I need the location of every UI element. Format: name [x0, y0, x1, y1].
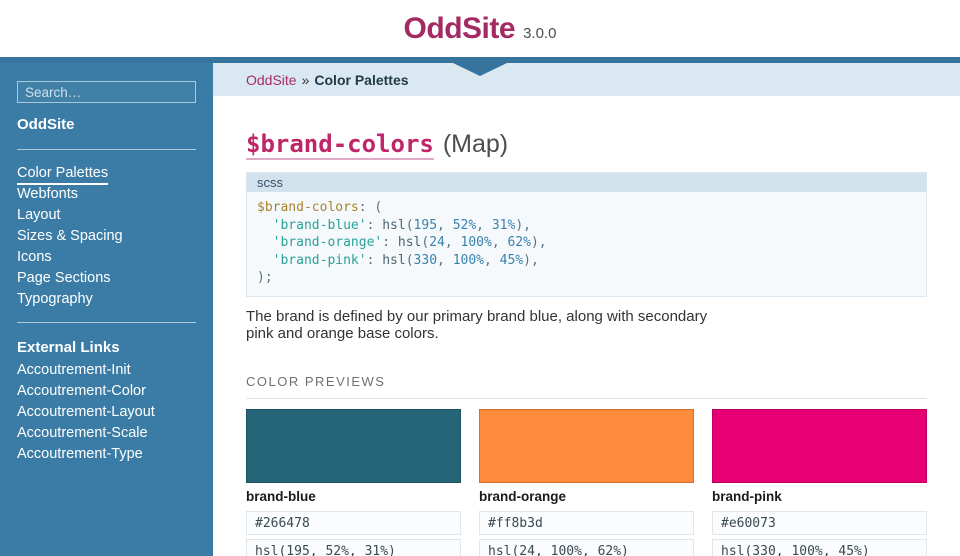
color-name: brand-blue — [246, 488, 316, 504]
code-token — [257, 235, 273, 250]
code-token: 31% — [491, 217, 516, 233]
code-token: : ( — [358, 200, 383, 215]
code-token: : — [366, 252, 383, 268]
code-token: , — [444, 235, 461, 250]
header-border — [0, 57, 960, 76]
color-card-brand-orange: brand-orange #ff8b3d hsl(24, 100%, 62%) — [479, 408, 694, 556]
code-token: , — [491, 235, 508, 250]
sidebar-home-link[interactable]: OddSite — [17, 116, 75, 133]
code-language-label: scss — [247, 173, 926, 192]
page-title-code-link[interactable]: $brand-colors — [246, 130, 434, 160]
search-input[interactable] — [17, 81, 196, 103]
sidebar-item-layout[interactable]: Layout — [17, 207, 61, 223]
code-token: ); — [257, 270, 273, 285]
code-token: , — [484, 252, 500, 268]
sidebar-item-webfonts[interactable]: Webfonts — [17, 186, 78, 202]
page-title: $brand-colors (Map) — [246, 130, 927, 160]
sidebar-item-icons[interactable]: Icons — [17, 249, 52, 265]
color-hsl-value: hsl(195, 52%, 31%) — [246, 538, 461, 556]
color-swatch — [246, 408, 461, 483]
external-links-header: External Links — [17, 338, 120, 356]
code-token: hsl — [397, 235, 422, 250]
breadcrumb-home-link[interactable]: OddSite — [246, 71, 297, 88]
code-token: ), — [515, 217, 531, 233]
color-hsl-value: hsl(330, 100%, 45%) — [712, 538, 927, 556]
sidebar-item-typography[interactable]: Typography — [17, 291, 93, 307]
code-token: hsl — [382, 252, 406, 268]
site-title: OddSite — [403, 11, 516, 45]
code-token: 'brand-pink' — [272, 252, 367, 268]
code-token: 24 — [429, 235, 445, 250]
color-name: brand-pink — [712, 488, 782, 504]
sidebar-item-color-palettes[interactable]: Color Palettes — [17, 165, 109, 185]
sidebar-divider — [17, 321, 196, 323]
code-line: 'brand-orange': hsl(24, 100%, 62%), — [257, 234, 916, 252]
color-swatch — [712, 408, 927, 483]
code-token: ( — [405, 217, 414, 233]
color-card-brand-pink: brand-pink #e60073 hsl(330, 100%, 45%) — [712, 408, 927, 556]
code-token: 100% — [460, 235, 492, 250]
code-token: ), — [530, 235, 547, 250]
sidebar-item-accoutrement-type[interactable]: Accoutrement-Type — [17, 445, 143, 462]
code-token: : — [366, 217, 383, 233]
code-block: scss $brand-colors: ( 'brand-blue': hsl(… — [246, 172, 927, 297]
sidebar-divider — [17, 149, 196, 150]
code-token: 100% — [452, 252, 484, 268]
code-line: ); — [257, 269, 916, 287]
site-header: OddSite 3.0.0 — [0, 0, 960, 57]
code-line: $brand-colors: ( — [257, 199, 916, 217]
breadcrumb: OddSite » Color Palettes — [213, 63, 960, 96]
breadcrumb-current: Color Palettes — [314, 71, 409, 88]
code-token: , — [437, 217, 453, 233]
color-name: brand-orange — [479, 488, 567, 504]
sidebar-item-accoutrement-scale[interactable]: Accoutrement-Scale — [17, 424, 148, 441]
color-previews-header: COLOR PREVIEWS — [246, 374, 927, 399]
code-token: $brand-colors — [257, 200, 359, 215]
color-hex-value: #266478 — [246, 510, 461, 535]
site-version: 3.0.0 — [523, 25, 557, 42]
color-card-brand-blue: brand-blue #266478 hsl(195, 52%, 31%) — [246, 408, 461, 556]
breadcrumb-separator: » — [301, 71, 310, 88]
external-links-nav: Accoutrement-Init Accoutrement-Color Acc… — [17, 361, 196, 462]
code-line: 'brand-pink': hsl(330, 100%, 45%), — [257, 252, 916, 270]
code-token: 'brand-blue' — [272, 217, 367, 233]
main-content: OddSite » Color Palettes $brand-colors (… — [213, 63, 960, 556]
chevron-down-icon — [453, 63, 507, 76]
sidebar-item-accoutrement-color[interactable]: Accoutrement-Color — [17, 382, 146, 399]
color-swatch — [479, 408, 694, 483]
code-token: : — [382, 235, 398, 250]
page-title-suffix: (Map) — [442, 130, 509, 158]
color-hex-value: #ff8b3d — [479, 510, 694, 535]
code-content: $brand-colors: ( 'brand-blue': hsl(195, … — [247, 192, 926, 296]
color-hex-value: #e60073 — [712, 510, 927, 535]
code-token: ( — [421, 235, 430, 250]
code-token: 62% — [507, 235, 531, 250]
code-token: 330 — [413, 252, 438, 268]
sidebar-nav: Color Palettes Webfonts Layout Sizes & S… — [17, 165, 196, 307]
color-cards: brand-blue #266478 hsl(195, 52%, 31%) br… — [246, 408, 927, 556]
code-line: 'brand-blue': hsl(195, 52%, 31%), — [257, 217, 916, 235]
code-token: ), — [523, 252, 539, 268]
brand-description: The brand is defined by our primary bran… — [246, 307, 708, 343]
sidebar-item-accoutrement-init[interactable]: Accoutrement-Init — [17, 361, 131, 378]
sidebar-item-sizes-spacing[interactable]: Sizes & Spacing — [17, 228, 123, 244]
code-token — [257, 218, 273, 233]
code-token: hsl — [382, 217, 406, 233]
code-token — [257, 253, 273, 268]
code-token: 'brand-orange' — [272, 235, 383, 250]
code-token: ( — [405, 252, 414, 268]
code-token: , — [437, 252, 453, 268]
code-token: , — [476, 217, 492, 233]
code-token: 52% — [452, 217, 477, 233]
code-token: 195 — [413, 217, 438, 233]
sidebar: OddSite Color Palettes Webfonts Layout S… — [0, 63, 213, 556]
color-hsl-value: hsl(24, 100%, 62%) — [479, 538, 694, 556]
code-token: 45% — [499, 252, 524, 268]
sidebar-item-accoutrement-layout[interactable]: Accoutrement-Layout — [17, 403, 155, 420]
sidebar-item-page-sections[interactable]: Page Sections — [17, 270, 111, 286]
